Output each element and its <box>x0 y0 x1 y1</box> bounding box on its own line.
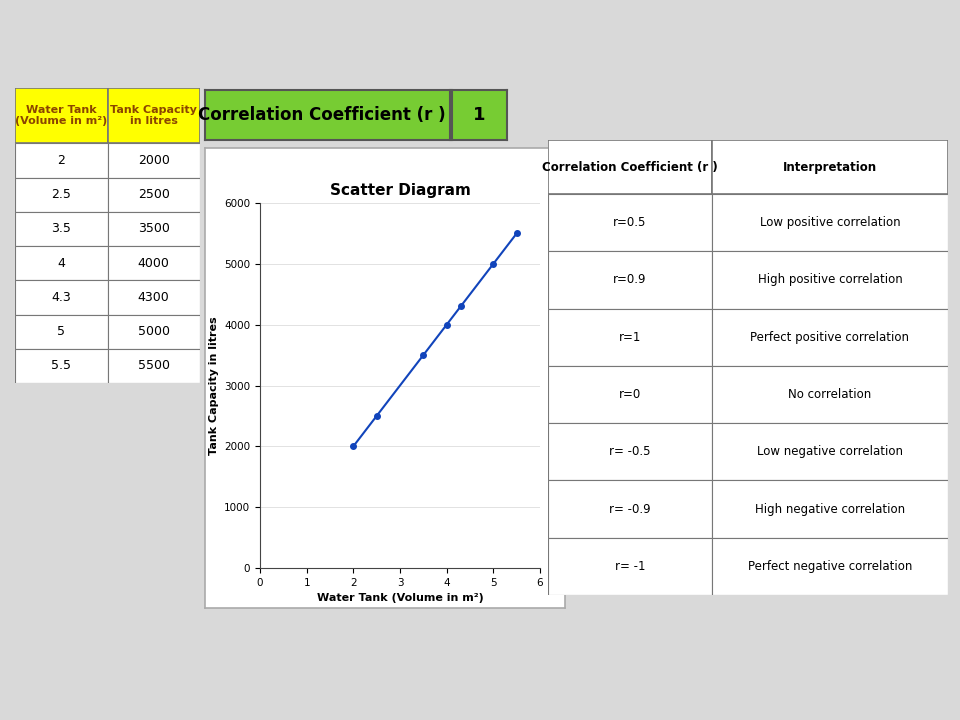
Text: Tank Capacity
in litres: Tank Capacity in litres <box>110 105 197 127</box>
FancyBboxPatch shape <box>548 538 712 595</box>
Text: 4300: 4300 <box>138 291 170 304</box>
Text: 5500: 5500 <box>137 359 170 372</box>
Title: Scatter Diagram: Scatter Diagram <box>329 183 470 198</box>
FancyBboxPatch shape <box>712 140 948 194</box>
FancyBboxPatch shape <box>712 194 948 251</box>
FancyBboxPatch shape <box>548 366 712 423</box>
FancyBboxPatch shape <box>548 140 712 194</box>
FancyBboxPatch shape <box>15 88 108 143</box>
Text: r=1: r=1 <box>619 330 641 343</box>
FancyBboxPatch shape <box>15 280 108 315</box>
FancyBboxPatch shape <box>15 348 108 383</box>
Text: 4.3: 4.3 <box>52 291 71 304</box>
FancyBboxPatch shape <box>108 88 200 143</box>
FancyBboxPatch shape <box>108 315 200 348</box>
Text: 2500: 2500 <box>138 188 170 201</box>
FancyBboxPatch shape <box>15 315 108 348</box>
FancyBboxPatch shape <box>548 480 712 538</box>
FancyBboxPatch shape <box>108 143 200 178</box>
Text: 5000: 5000 <box>137 325 170 338</box>
Text: 3500: 3500 <box>138 222 170 235</box>
FancyBboxPatch shape <box>108 212 200 246</box>
Text: Low negative correlation: Low negative correlation <box>757 445 903 459</box>
Text: r=0.9: r=0.9 <box>613 274 647 287</box>
FancyBboxPatch shape <box>108 246 200 280</box>
Text: 5.5: 5.5 <box>51 359 71 372</box>
FancyBboxPatch shape <box>548 194 712 251</box>
FancyBboxPatch shape <box>548 423 712 480</box>
FancyBboxPatch shape <box>15 178 108 212</box>
FancyBboxPatch shape <box>712 309 948 366</box>
FancyBboxPatch shape <box>712 538 948 595</box>
X-axis label: Water Tank (Volume in m²): Water Tank (Volume in m²) <box>317 593 484 603</box>
Text: 1: 1 <box>473 106 486 124</box>
FancyBboxPatch shape <box>712 251 948 309</box>
Text: r= -1: r= -1 <box>614 560 645 573</box>
FancyBboxPatch shape <box>15 143 108 178</box>
Text: High positive correlation: High positive correlation <box>757 274 902 287</box>
FancyBboxPatch shape <box>548 251 712 309</box>
Text: Perfect negative correlation: Perfect negative correlation <box>748 560 912 573</box>
Y-axis label: Tank Capacity in litres: Tank Capacity in litres <box>208 316 219 455</box>
FancyBboxPatch shape <box>712 480 948 538</box>
Text: 2.5: 2.5 <box>51 188 71 201</box>
Text: 4: 4 <box>58 256 65 270</box>
Text: High negative correlation: High negative correlation <box>755 503 905 516</box>
Text: 2: 2 <box>58 154 65 167</box>
Text: Perfect positive correlation: Perfect positive correlation <box>751 330 909 343</box>
FancyBboxPatch shape <box>108 280 200 315</box>
Text: Correlation Coefficient (r ): Correlation Coefficient (r ) <box>542 161 718 174</box>
Text: Interpretation: Interpretation <box>783 161 877 174</box>
FancyBboxPatch shape <box>712 423 948 480</box>
FancyBboxPatch shape <box>15 212 108 246</box>
Text: r= -0.5: r= -0.5 <box>610 445 651 459</box>
Text: Correlation Coefficient (r ) :: Correlation Coefficient (r ) : <box>198 106 458 124</box>
Text: 5: 5 <box>58 325 65 338</box>
FancyBboxPatch shape <box>548 309 712 366</box>
Text: r=0: r=0 <box>619 388 641 401</box>
FancyBboxPatch shape <box>108 348 200 383</box>
Text: Low positive correlation: Low positive correlation <box>759 216 900 229</box>
FancyBboxPatch shape <box>712 366 948 423</box>
Text: 2000: 2000 <box>138 154 170 167</box>
Text: Water Tank
(Volume in m²): Water Tank (Volume in m²) <box>15 105 108 127</box>
Text: 4000: 4000 <box>138 256 170 270</box>
Text: No correlation: No correlation <box>788 388 872 401</box>
Text: 3.5: 3.5 <box>51 222 71 235</box>
Text: r=0.5: r=0.5 <box>613 216 647 229</box>
FancyBboxPatch shape <box>15 246 108 280</box>
FancyBboxPatch shape <box>108 178 200 212</box>
Text: r= -0.9: r= -0.9 <box>610 503 651 516</box>
